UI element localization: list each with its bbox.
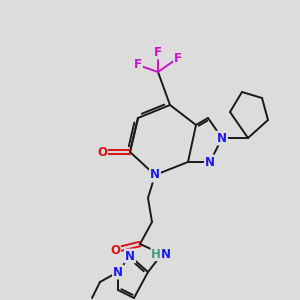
Text: O: O bbox=[97, 146, 107, 158]
Text: N: N bbox=[217, 131, 227, 145]
Text: N: N bbox=[125, 250, 135, 262]
Text: F: F bbox=[134, 58, 142, 71]
Text: F: F bbox=[154, 46, 162, 59]
Text: O: O bbox=[110, 244, 120, 256]
Text: H: H bbox=[151, 248, 161, 260]
Text: N: N bbox=[113, 266, 123, 278]
Text: F: F bbox=[174, 52, 182, 64]
Text: N: N bbox=[205, 155, 215, 169]
Text: N: N bbox=[150, 169, 160, 182]
Text: N: N bbox=[161, 248, 171, 260]
